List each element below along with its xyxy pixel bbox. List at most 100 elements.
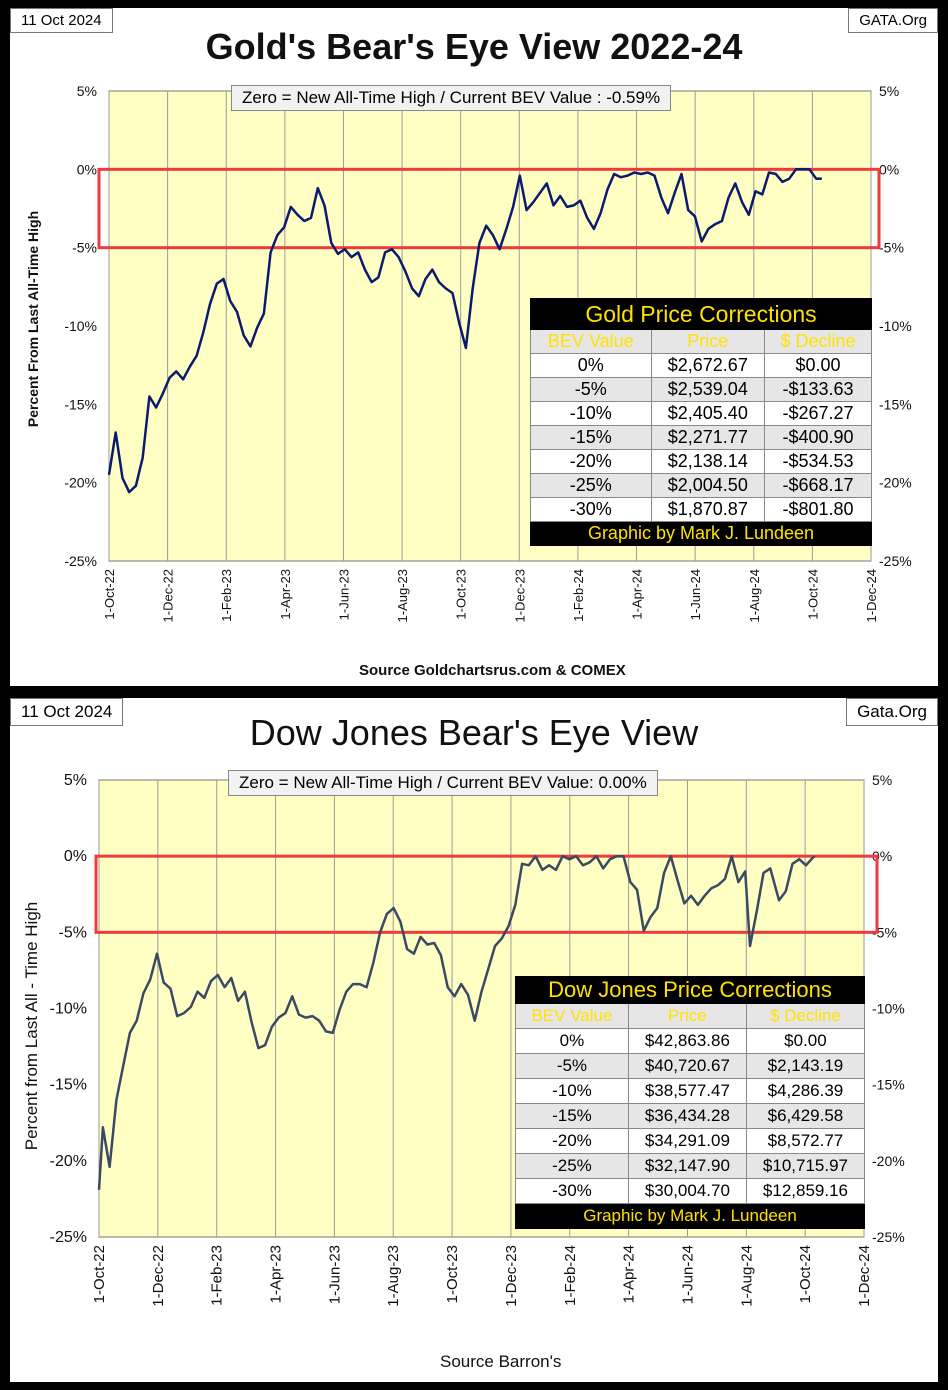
header-bev: BEV Value <box>515 1003 629 1029</box>
y-tick-label-left: -15% <box>64 396 97 412</box>
source-label: Source Goldchartsrus.com & COMEX <box>359 662 626 679</box>
date-stamp: 11 Oct 2024 <box>10 698 124 726</box>
x-tick-label: 1-Apr-23 <box>278 569 293 620</box>
cell: $2,539.04 <box>650 377 765 402</box>
x-tick-label: 1-Feb-23 <box>209 1245 226 1306</box>
cell: $2,405.40 <box>650 401 765 426</box>
y-tick-label-left: 5% <box>77 83 97 99</box>
highlight-band <box>94 854 879 934</box>
table-row: -20% $34,291.09 $8,572.77 <box>515 1128 866 1154</box>
table-row: -25% $2,004.50 -$668.17 <box>530 473 873 498</box>
cell: $4,286.39 <box>745 1078 866 1104</box>
dow-chart-panel: 1-Oct-22 1-Dec-22 1-Feb-23 1-Apr-23 1-Jun-23… <box>10 698 938 1382</box>
y-tick-label-right: -25% <box>872 1229 905 1245</box>
y-tick-label-left: -15% <box>50 1077 87 1094</box>
y-axis-label: Percent From Last All-Time High <box>25 210 41 428</box>
cell: $2,004.50 <box>650 473 765 498</box>
cell: 0% <box>530 353 652 378</box>
x-tick-label: 1-Feb-24 <box>562 1245 579 1306</box>
x-tick-label: 1-Dec-24 <box>856 1245 873 1307</box>
table-row: -20% $2,138.14 -$534.53 <box>530 449 873 474</box>
cell: -$133.63 <box>763 377 873 402</box>
chart-title: Dow Jones Bear's Eye View <box>249 712 699 753</box>
y-tick-label-right: -15% <box>879 396 912 412</box>
cell: $8,572.77 <box>745 1128 866 1154</box>
cell: -5% <box>515 1053 629 1079</box>
source-label: Source Barron's <box>440 1352 562 1371</box>
x-tick-label: 1-Dec-22 <box>150 1245 167 1307</box>
y-tick-label-left: -5% <box>72 240 97 256</box>
table-row: -30% $30,004.70 $12,859.16 <box>515 1178 866 1204</box>
x-tick-label: 1-Aug-23 <box>385 1245 402 1307</box>
header-decline: $ Decline <box>745 1003 866 1029</box>
cell: -15% <box>530 425 652 450</box>
y-tick-label-right: -20% <box>872 1153 905 1169</box>
table-row: 0% $42,863.86 $0.00 <box>515 1028 866 1054</box>
cell: -25% <box>515 1153 629 1179</box>
cell: -25% <box>530 473 652 498</box>
site-stamp: Gata.Org <box>846 698 938 726</box>
gold-chart-panel: 1-Oct-22 1-Dec-22 1-Feb-23 1-Apr-23 1-Jun-23… <box>10 8 938 686</box>
cell: $0.00 <box>745 1028 866 1054</box>
header-price: Price <box>627 1003 747 1029</box>
cell: -30% <box>530 497 652 522</box>
x-tick-label: 1-Jun-24 <box>679 1245 696 1304</box>
chart-title: Gold's Bear's Eye View 2022-24 <box>205 26 743 67</box>
cell: $2,271.77 <box>650 425 765 450</box>
x-tick-label: 1-Aug-23 <box>395 569 410 622</box>
cell: 0% <box>515 1028 629 1054</box>
x-tick-label: 1-Apr-23 <box>268 1245 285 1303</box>
series-line <box>107 168 822 494</box>
table-row: -5% $2,539.04 -$133.63 <box>530 377 873 402</box>
y-tick-label-left: -20% <box>50 1153 87 1170</box>
y-tick-label-left: 0% <box>64 848 87 865</box>
site-stamp: GATA.Org <box>848 8 938 33</box>
table-title: Gold Price Corrections <box>530 298 872 330</box>
x-tick-label: 1-Dec-23 <box>503 1245 520 1307</box>
y-tick-label-right: -20% <box>879 475 912 491</box>
series-line <box>97 854 816 1190</box>
cell: $6,429.58 <box>745 1103 866 1129</box>
cell: $40,720.67 <box>627 1053 747 1079</box>
cell: $1,870.87 <box>650 497 765 522</box>
y-tick-label-left: -5% <box>59 924 87 941</box>
x-tick-label: 1-Jun-24 <box>688 569 703 620</box>
x-tick-label: 1-Apr-24 <box>630 569 645 620</box>
x-tick-label: 1-Jun-23 <box>326 1245 343 1304</box>
x-tick-label: 1-Jun-23 <box>336 569 351 620</box>
cell: $10,715.97 <box>745 1153 866 1179</box>
cell: $2,138.14 <box>650 449 765 474</box>
gold-corrections-table: Gold Price Corrections BEV Value Price $… <box>530 298 873 546</box>
cell: -$668.17 <box>763 473 873 498</box>
cell: $36,434.28 <box>627 1103 747 1129</box>
x-tick-label: 1-Apr-24 <box>621 1245 638 1303</box>
y-tick-label-left: -25% <box>50 1229 87 1246</box>
x-tick-label: 1-Oct-23 <box>454 569 469 620</box>
cell: $12,859.16 <box>745 1178 866 1204</box>
cell: -20% <box>530 449 652 474</box>
y-tick-label-right: 5% <box>879 83 899 99</box>
y-tick-label-left: 0% <box>77 161 97 177</box>
cell: -15% <box>515 1103 629 1129</box>
cell: -30% <box>515 1178 629 1204</box>
table-credit: Graphic by Mark J. Lundeen <box>515 1203 865 1229</box>
cell: -20% <box>515 1128 629 1154</box>
x-tick-label: 1-Feb-23 <box>219 569 234 622</box>
header-price: Price <box>650 329 765 354</box>
cell: -$267.27 <box>763 401 873 426</box>
x-tick-label: 1-Dec-22 <box>161 569 176 622</box>
y-tick-label-right: 0% <box>879 161 899 177</box>
cell: -10% <box>530 401 652 426</box>
highlight-band <box>97 167 881 250</box>
cell: -$801.80 <box>763 497 873 522</box>
cell: $32,147.90 <box>627 1153 747 1179</box>
cell: $34,291.09 <box>627 1128 747 1154</box>
table-row: -5% $40,720.67 $2,143.19 <box>515 1053 866 1079</box>
x-tick-label: 1-Oct-22 <box>91 1245 108 1303</box>
table-row: -15% $36,434.28 $6,429.58 <box>515 1103 866 1129</box>
x-tick-label: 1-Oct-24 <box>805 569 820 620</box>
cell: $30,004.70 <box>627 1178 747 1204</box>
table-row: -25% $32,147.90 $10,715.97 <box>515 1153 866 1179</box>
bev-note: Zero = New All-Time High / Current BEV V… <box>228 770 658 796</box>
cell: $42,863.86 <box>627 1028 747 1054</box>
